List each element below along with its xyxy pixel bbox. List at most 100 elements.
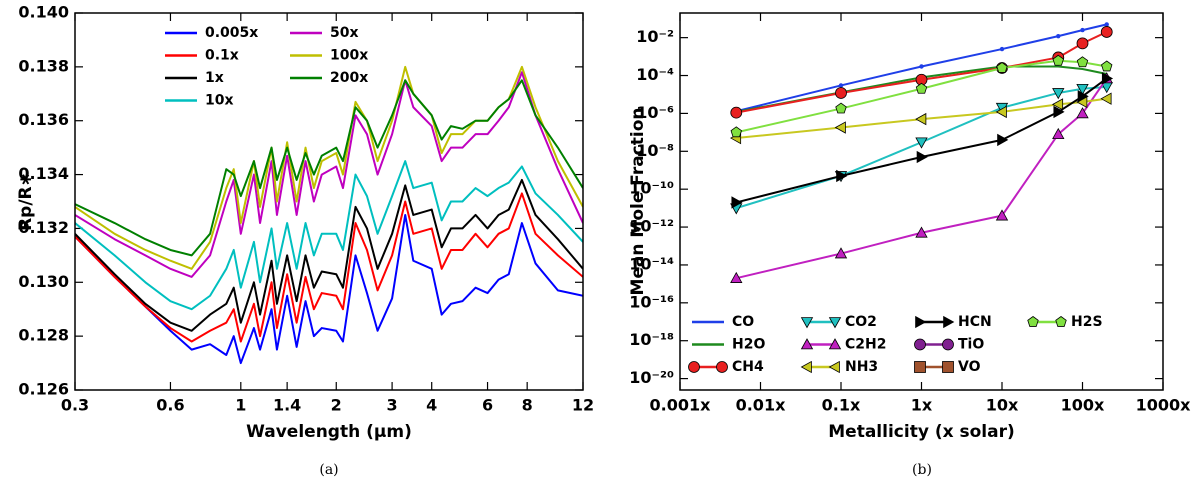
y-tick-label: 0.130 <box>18 272 69 291</box>
marker <box>916 150 928 164</box>
y-tick-label: 0.126 <box>18 380 69 399</box>
marker <box>915 315 927 329</box>
x-tick-label: 0.1x <box>822 396 861 415</box>
y-tick-label: 0.132 <box>18 218 69 237</box>
legend-label: NH3 <box>845 359 878 375</box>
marker <box>730 271 743 283</box>
legend-label: 0.1x <box>205 48 239 64</box>
y-tick-label: 10⁻¹⁸ <box>629 330 674 349</box>
y-tick-label: 10⁻²⁰ <box>629 368 674 387</box>
x-tick-label: 0.6 <box>156 396 184 415</box>
y-tick-label: 10⁻¹⁰ <box>629 179 674 198</box>
x-tick-label: 4 <box>426 396 437 415</box>
y-tick-label: 10⁻¹² <box>629 217 674 236</box>
x-tick-label: 10x <box>986 396 1019 415</box>
marker <box>1052 54 1064 66</box>
plot-area <box>75 65 583 365</box>
marker <box>999 46 1005 52</box>
series-line <box>75 65 583 270</box>
marker <box>915 82 928 94</box>
marker <box>997 133 1009 147</box>
series-line <box>75 213 583 365</box>
y-tick-label: 10⁻¹⁴ <box>629 254 674 273</box>
x-tick-label: 0.3 <box>61 396 89 415</box>
x-tick-label: 8 <box>522 396 533 415</box>
y-tick-label: 10⁻² <box>636 27 674 46</box>
marker <box>995 105 1007 119</box>
x-tick-label: 2 <box>331 396 342 415</box>
marker <box>1076 56 1089 68</box>
marker <box>730 126 742 138</box>
marker <box>1056 33 1061 39</box>
x-axis-label: Wavelength (μm) <box>246 422 412 442</box>
y-tick-label: 0.140 <box>18 3 69 22</box>
plot-frame <box>74 12 584 391</box>
marker <box>1077 90 1089 103</box>
marker <box>835 87 847 99</box>
marker <box>942 361 954 373</box>
series-line <box>75 178 583 332</box>
marker <box>943 315 955 329</box>
x-tick-label: 3 <box>387 396 398 415</box>
x-tick-label: 6 <box>482 396 493 415</box>
y-axis-label: Mean Mole Fraction <box>628 107 648 295</box>
x-tick-label: 12 <box>572 396 594 415</box>
legend-label: 200x <box>330 70 368 86</box>
legend-label: 100x <box>330 48 368 64</box>
marker <box>1027 316 1039 327</box>
x-axis-label: Metallicity (x solar) <box>828 422 1014 442</box>
legend-label: 0.005x <box>205 25 258 41</box>
x-tick-label: 100x <box>1061 396 1105 415</box>
marker <box>828 360 840 374</box>
series-line <box>75 71 583 278</box>
x-tick-label: 0.01x <box>736 396 786 415</box>
y-tick-label: 0.134 <box>18 164 69 183</box>
marker <box>1101 72 1114 85</box>
marker <box>800 360 812 374</box>
marker <box>1076 37 1089 50</box>
marker <box>914 338 926 351</box>
marker <box>1053 105 1065 119</box>
x-tick-label: 1x <box>911 396 933 415</box>
marker <box>828 317 842 329</box>
legend-label: VO <box>958 359 981 375</box>
marker <box>919 64 924 69</box>
marker <box>1076 107 1089 119</box>
marker <box>835 102 847 114</box>
marker <box>731 196 743 209</box>
marker <box>1052 127 1065 139</box>
marker <box>1100 92 1112 105</box>
y-tick-label: 10⁻⁸ <box>636 141 674 160</box>
x-tick-label: 1000x <box>1136 396 1192 415</box>
y-tick-label: 0.128 <box>18 326 69 345</box>
marker <box>730 106 743 119</box>
marker <box>915 226 928 238</box>
legend-label: 50x <box>330 25 359 41</box>
series-line <box>75 192 583 343</box>
x-tick-label: 1.4 <box>273 396 301 415</box>
marker <box>1080 27 1085 33</box>
marker <box>995 209 1009 221</box>
series-line <box>75 160 583 311</box>
plot-frame <box>679 12 1164 391</box>
series-line <box>75 79 583 257</box>
y-tick-label: 0.138 <box>18 56 69 75</box>
x-tick-label: 0.001x <box>650 396 712 415</box>
marker <box>1104 22 1109 27</box>
marker <box>834 247 848 259</box>
y-tick-label: 10⁻⁴ <box>636 65 674 84</box>
y-tick-label: 0.136 <box>18 110 69 129</box>
marker <box>1076 83 1089 96</box>
caption: (b) <box>912 462 932 478</box>
marker <box>834 121 846 134</box>
marker <box>800 317 814 329</box>
marker <box>688 361 700 373</box>
marker <box>716 361 728 373</box>
marker <box>828 338 842 350</box>
legend-label: 1x <box>205 70 224 86</box>
marker <box>1052 88 1065 100</box>
marker <box>914 361 926 373</box>
legend-label: CO2 <box>845 314 877 330</box>
y-axis-label: Rp/R∗ <box>16 172 36 231</box>
